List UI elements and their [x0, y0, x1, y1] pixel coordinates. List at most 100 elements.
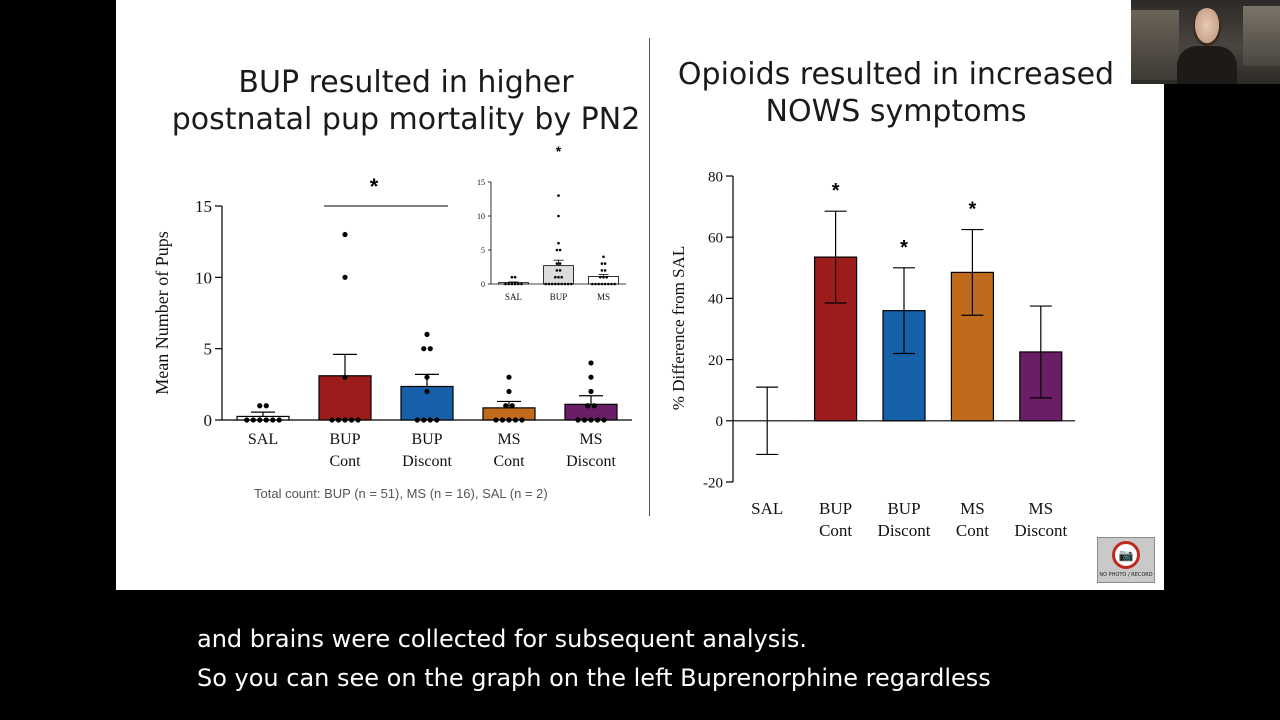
left-main-data-point [421, 417, 427, 423]
left-inset-data-point [563, 282, 567, 286]
left-main-data-point [509, 403, 515, 409]
presenter-head [1193, 8, 1221, 46]
left-main-data-point [263, 417, 269, 423]
left-main-y-tick-label: 0 [204, 411, 213, 430]
left-inset-data-point [560, 282, 563, 286]
left-inset-data-point [558, 269, 562, 272]
left-main-category-label: MS [579, 431, 602, 448]
right-y-tick-label: 40 [708, 292, 723, 308]
left-main-data-point [342, 417, 348, 423]
left-inset-data-point [507, 282, 511, 286]
left-inset-data-point [554, 275, 557, 279]
webcam-video-feed[interactable] [1131, 0, 1280, 84]
left-inset-data-point [610, 282, 613, 286]
left-main-data-point [588, 360, 594, 366]
left-main-data-point [512, 417, 519, 423]
left-inset-data-point [547, 282, 551, 286]
left-inset-data-point [613, 282, 616, 286]
left-inset-y-tick-label: 5 [481, 246, 485, 255]
left-main-data-point [503, 403, 509, 409]
left-inset-data-point [513, 275, 517, 279]
left-main-category-label: MS [497, 431, 520, 448]
left-inset-data-point [603, 269, 607, 272]
left-main-data-point [342, 374, 348, 380]
left-main-category-label: Cont [493, 453, 525, 470]
left-main-data-point [506, 388, 512, 395]
right-title-line-2: NOWS symptoms [765, 94, 1027, 129]
right-category-label: MS [960, 499, 985, 518]
webcam-background-cabinet [1243, 6, 1280, 66]
left-inset-significance-star: * [556, 143, 562, 159]
right-y-tick-label: 0 [716, 414, 724, 430]
left-inset-data-point [555, 269, 559, 272]
no-photo-label: NO PHOTO / RECORD [1099, 572, 1153, 578]
subtitles: and brains were collected for subsequent… [197, 620, 991, 698]
left-inset-data-point [594, 282, 597, 286]
left-main-data-point [250, 417, 256, 423]
left-inset-data-point [510, 282, 514, 286]
subtitle-line-2: So you can see on the graph on the left … [197, 664, 991, 692]
left-main-y-tick-label: 10 [195, 268, 212, 287]
left-inset-data-point [544, 282, 547, 286]
left-main-data-point [506, 417, 512, 423]
right-title-line-1: Opioids resulted in increased [677, 57, 1115, 92]
left-main-data-point [581, 417, 588, 423]
presenter-body [1177, 46, 1237, 84]
left-main-data-point [499, 417, 506, 423]
left-main-data-point [276, 417, 282, 423]
left-inset-data-point [566, 282, 570, 286]
left-title-line-1: BUP resulted in higher [238, 65, 574, 100]
left-inset-data-point [510, 275, 514, 279]
right-significance-star: * [969, 199, 977, 221]
left-main-category-label: Discont [402, 453, 452, 470]
right-y-tick-label: 80 [708, 169, 723, 185]
left-main-data-point [244, 417, 250, 423]
left-inset-data-point [600, 282, 604, 286]
right-category-label: BUP [887, 499, 920, 518]
left-main-category-label: Cont [329, 453, 361, 470]
left-inset-category-label: SAL [505, 292, 522, 302]
left-inset-data-point [599, 275, 602, 279]
left-main-data-point [424, 331, 430, 337]
left-main-data-point [355, 417, 361, 423]
left-inset-data-point [597, 282, 600, 286]
left-main-y-tick-label: 5 [204, 340, 213, 359]
left-inset-data-point [554, 282, 557, 286]
subtitle-line-1: and brains were collected for subsequent… [197, 625, 808, 653]
left-inset-y-tick-label: 10 [477, 212, 485, 221]
left-inset-data-point [607, 282, 610, 286]
left-main-data-point [335, 417, 342, 423]
left-inset-data-point [517, 282, 520, 286]
left-inset-data-point [558, 262, 562, 265]
left-main-data-point [594, 417, 601, 423]
left-main-y-axis-label: Mean Number of Pups [152, 231, 172, 394]
left-inset-data-point [602, 275, 605, 279]
left-inset-category-label: BUP [550, 292, 568, 302]
left-inset-data-point [591, 282, 594, 286]
left-inset-data-point [558, 248, 562, 252]
left-main-data-point [342, 274, 348, 280]
left-inset-data-point [557, 194, 560, 197]
left-inset-data-point [520, 282, 523, 286]
right-significance-star: * [900, 237, 908, 259]
left-main-data-point [506, 374, 512, 380]
right-category-label: Discont [1014, 521, 1067, 540]
left-inset-data-point [560, 275, 563, 279]
left-main-data-point [424, 374, 430, 380]
right-category-label: Cont [956, 521, 989, 540]
left-inset-data-point [504, 282, 507, 286]
left-inset-y-tick-label: 15 [477, 178, 485, 187]
left-main-data-point [342, 231, 348, 238]
left-main-data-point [588, 374, 594, 380]
right-category-label: SAL [751, 499, 783, 518]
left-inset-y-tick-label: 0 [481, 280, 485, 289]
left-inset-category-label: MS [597, 292, 610, 302]
left-inset-data-point [557, 275, 560, 279]
left-main-data-point [348, 417, 355, 423]
left-main-data-point [588, 388, 594, 395]
left-inset-data-point [555, 262, 559, 265]
left-main-data-point [424, 388, 430, 395]
left-main-y-tick-label: 15 [195, 197, 212, 216]
left-main-data-point [270, 417, 276, 423]
